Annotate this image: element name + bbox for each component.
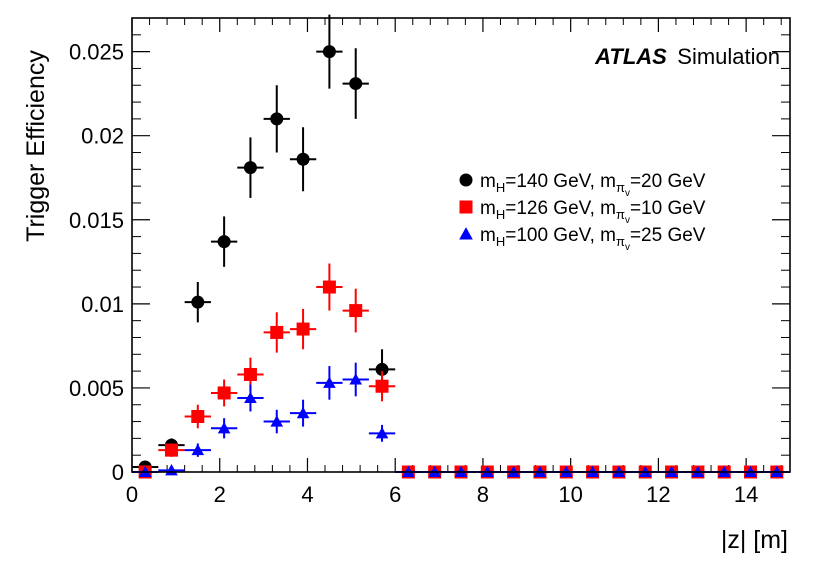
legend-entry: mH=140 GeV, mπv=20 GeV [459,171,706,199]
x-tick-label: 2 [214,482,226,507]
x-axis-title: |z| [m] [721,526,788,554]
x-tick-label: 10 [558,482,582,507]
y-tick-label: 0.01 [81,292,124,317]
legend-label-part: π [616,234,625,249]
x-tick-label: 6 [389,482,401,507]
legend-label-part: H [496,234,505,249]
data-point [217,421,231,434]
data-point [270,112,284,126]
legend-label-part: =100 GeV, m [505,225,616,246]
data-point [270,415,284,427]
data-point [322,280,336,294]
atlas-label-rest: Simulation [677,44,780,69]
data-point [243,367,257,381]
y-tick-label: 0.02 [81,124,124,149]
legend-label: mH=140 GeV, mπv=20 GeV [480,171,706,199]
legend-entry: mH=100 GeV, mπv=25 GeV [459,225,706,253]
x-tick-label: 8 [477,482,489,507]
x-tick-label: 0 [126,482,138,507]
data-point [164,443,178,457]
y-tick-label: 0.015 [69,208,124,233]
plot-frame [131,17,791,473]
data-point [349,77,363,91]
legend-label-part: v [625,215,630,226]
data-point [244,391,257,404]
y-tick-label: 0.005 [69,376,124,401]
ticks-layer: 0 2 4 6 8 10 12 14 0 0.005 0.01 0.015 0.02 0.025 [69,17,790,507]
data-point [349,304,363,318]
legend-entry: mH=126 GeV, mπv=10 GeV [459,198,706,226]
y-axis-title: Trigger Efficiency [22,50,50,242]
legend-label-part: m [480,171,496,192]
legend-label-part: v [625,242,630,253]
data-point [191,410,205,424]
data-point [296,322,310,336]
legend-label-part: m [480,198,496,219]
legend-marker [459,227,473,240]
x-tick-label: 12 [646,482,670,507]
legend-label-part: H [496,180,505,195]
legend-label-part: m [480,225,496,246]
data-point [191,443,205,456]
legend-label-part: =140 GeV, m [505,171,616,192]
legend-marker [459,173,473,187]
y-tick-label: 0.025 [69,40,124,65]
data-point [270,325,284,339]
legend-label-part: =25 GeV [630,225,706,246]
atlas-label-bold: ATLAS [594,44,667,69]
data-point [375,379,389,393]
legend-label-part: π [616,207,625,222]
data-point [217,386,231,400]
legend-label-part: H [496,207,505,222]
data-point [349,373,363,385]
data-point [322,45,336,59]
data-point [323,376,336,388]
data-point [296,406,310,419]
legend-label-part: =10 GeV [630,198,706,219]
legend-label-part: π [616,180,625,195]
legend-label: mH=100 GeV, mπv=25 GeV [480,225,706,253]
legend-label-part: v [625,188,630,199]
data-point [243,161,257,175]
data-point [296,152,310,166]
y-tick-label: 0 [112,460,124,485]
x-tick-label: 4 [301,482,313,507]
legend-label: mH=126 GeV, mπv=10 GeV [480,198,706,226]
legend-marker [459,200,473,214]
x-tick-label: 14 [734,482,758,507]
data-point [191,295,205,309]
data-point [217,235,231,249]
data-point [375,427,389,439]
legend-label-part: =20 GeV [630,171,706,192]
data-point [375,362,389,376]
legend-label-part: =126 GeV, m [505,198,616,219]
atlas-label: ATLAS Simulation [594,44,780,69]
